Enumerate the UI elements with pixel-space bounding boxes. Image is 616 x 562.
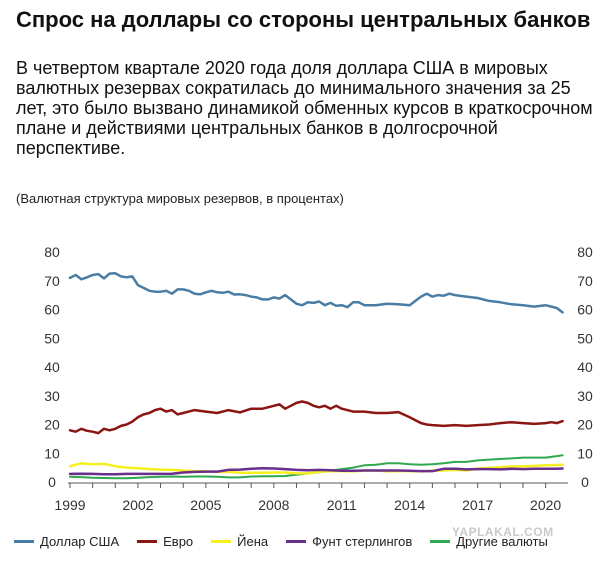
y-tick-label-left: 20 <box>44 417 60 433</box>
x-tick-label: 2005 <box>190 497 221 513</box>
y-tick-label-right: 30 <box>577 388 593 404</box>
y-tick-label-left: 60 <box>44 302 60 318</box>
chart-description: В четвертом квартале 2020 года доля долл… <box>16 58 593 158</box>
y-axis-left: 0 10 20 30 40 50 60 70 80 <box>44 244 60 490</box>
y-tick-label-left: 50 <box>44 330 60 346</box>
x-tick-label: 2017 <box>462 497 493 513</box>
series-line-3 <box>68 466 564 476</box>
x-tick-label: 2014 <box>394 497 425 513</box>
x-tick-label: 2008 <box>258 497 289 513</box>
x-tick-label: 2020 <box>530 497 561 513</box>
y-tick-label-right: 20 <box>577 417 593 433</box>
series-line-0 <box>68 272 564 314</box>
y-tick-label-left: 80 <box>44 244 60 260</box>
y-tick-label-right: 70 <box>577 273 593 289</box>
y-tick-label-right: 50 <box>577 330 593 346</box>
y-tick-label-right: 60 <box>577 302 593 318</box>
legend-label: Фунт стерлингов <box>312 534 413 549</box>
legend: Доллар США Евро Йена Фунт стерлингов Другие … <box>14 534 566 549</box>
series-line-1 <box>68 400 564 435</box>
legend-label: Доллар США <box>40 534 120 549</box>
watermark: YAPLAKAL.COM <box>452 525 554 539</box>
y-tick-label-left: 30 <box>44 388 60 404</box>
y-tick-label-left: 10 <box>44 445 60 461</box>
line-chart: 0 10 20 30 40 50 60 70 80 0 10 20 30 40 50 60 70 80 1999… <box>44 244 593 513</box>
legend-item: Йена <box>211 534 268 549</box>
y-tick-label-right: 40 <box>577 359 593 375</box>
legend-label: Йена <box>237 534 269 549</box>
y-axis-right: 0 10 20 30 40 50 60 70 80 <box>577 244 593 490</box>
y-tick-label-left: 40 <box>44 359 60 375</box>
y-tick-label-right: 80 <box>577 244 593 260</box>
y-tick-label-left: 0 <box>48 474 56 490</box>
y-tick-label-right: 0 <box>581 474 589 490</box>
x-axis: 1999 2002 2005 2008 2011 2014 2017 2020 <box>54 482 568 513</box>
legend-label: Евро <box>163 534 194 549</box>
chart-title: Спрос на доллары со стороны центральных … <box>16 7 591 32</box>
legend-item: Евро <box>137 534 193 549</box>
chart-units-note: (Валютная структура мировых резервов, в … <box>16 191 344 206</box>
y-tick-label-right: 10 <box>577 445 593 461</box>
legend-swatch <box>211 540 232 543</box>
legend-item: Другие валюты <box>430 534 548 549</box>
plot-area <box>68 272 564 480</box>
x-tick-label: 2002 <box>122 497 153 513</box>
legend-swatch <box>14 540 34 543</box>
legend-swatch <box>430 540 451 543</box>
legend-swatch <box>286 540 307 543</box>
x-tick-label: 1999 <box>54 497 85 513</box>
legend-label: Другие валюты <box>456 534 548 549</box>
y-tick-label-left: 70 <box>44 273 60 289</box>
x-tick-label: 2011 <box>327 497 357 513</box>
legend-swatch <box>137 540 158 543</box>
legend-item: Доллар США <box>14 534 119 549</box>
legend-item: Фунт стерлингов <box>286 534 412 549</box>
